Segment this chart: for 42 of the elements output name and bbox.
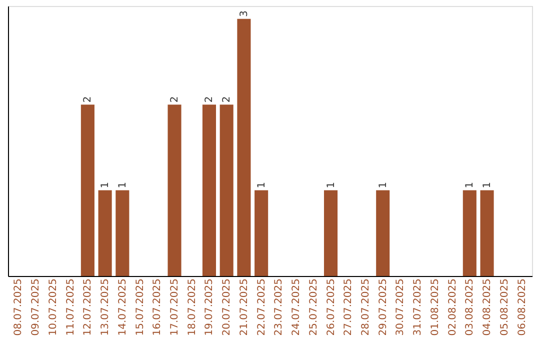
x-tick-label: 27.07.2025 bbox=[343, 278, 354, 336]
data-label: 2 bbox=[82, 96, 94, 103]
x-tick-label: 10.07.2025 bbox=[48, 278, 59, 336]
data-label: 3 bbox=[238, 10, 250, 17]
x-tick-label: 11.07.2025 bbox=[65, 278, 76, 336]
x-tick-label: 30.07.2025 bbox=[395, 278, 406, 336]
x-tick-label: 08.07.2025 bbox=[13, 278, 24, 336]
x-tick-label: 02.08.2025 bbox=[447, 278, 458, 336]
x-tick-label: 12.07.2025 bbox=[82, 278, 94, 336]
x-tick-label: 25.07.2025 bbox=[308, 278, 320, 336]
data-label: 2 bbox=[204, 96, 216, 103]
x-tick-label: 14.07.2025 bbox=[117, 278, 128, 336]
x-tick-label: 15.07.2025 bbox=[134, 278, 146, 336]
x-tick-label: 22.07.2025 bbox=[256, 278, 268, 336]
x-tick-label: 20.07.2025 bbox=[222, 278, 233, 336]
data-label: 2 bbox=[170, 96, 181, 103]
x-tick-label: 26.07.2025 bbox=[326, 278, 337, 336]
x-tick-label: 28.07.2025 bbox=[360, 278, 372, 336]
x-tick-label: 13.07.2025 bbox=[100, 278, 112, 336]
data-label: 1 bbox=[117, 182, 128, 188]
x-tick-label: 01.08.2025 bbox=[430, 278, 441, 336]
x-tick-label: 23.07.2025 bbox=[274, 278, 285, 336]
data-label: 1 bbox=[378, 182, 389, 188]
data-label: 2 bbox=[222, 96, 233, 103]
data-label: 1 bbox=[256, 182, 268, 188]
x-tick-label: 18.07.2025 bbox=[186, 278, 198, 336]
data-label: 1 bbox=[100, 182, 112, 188]
x-tick-label: 29.07.2025 bbox=[378, 278, 389, 336]
x-tick-label: 03.08.2025 bbox=[464, 278, 476, 336]
x-tick-label: 06.08.2025 bbox=[516, 278, 528, 336]
data-label: 1 bbox=[326, 182, 337, 188]
x-tick-label: 16.07.2025 bbox=[152, 278, 164, 336]
x-tick-label: 04.08.2025 bbox=[482, 278, 494, 336]
x-tick-label: 19.07.2025 bbox=[204, 278, 216, 336]
x-tick-label: 21.07.2025 bbox=[238, 278, 250, 336]
x-tick-label: 31.07.2025 bbox=[412, 278, 424, 336]
data-label: 1 bbox=[464, 182, 476, 188]
x-tick-label: 24.07.2025 bbox=[291, 278, 302, 336]
x-tick-label: 17.07.2025 bbox=[170, 278, 181, 336]
x-tick-label: 09.07.2025 bbox=[30, 278, 42, 336]
data-label: 1 bbox=[482, 182, 494, 188]
x-tick-label: 05.08.2025 bbox=[499, 278, 510, 336]
